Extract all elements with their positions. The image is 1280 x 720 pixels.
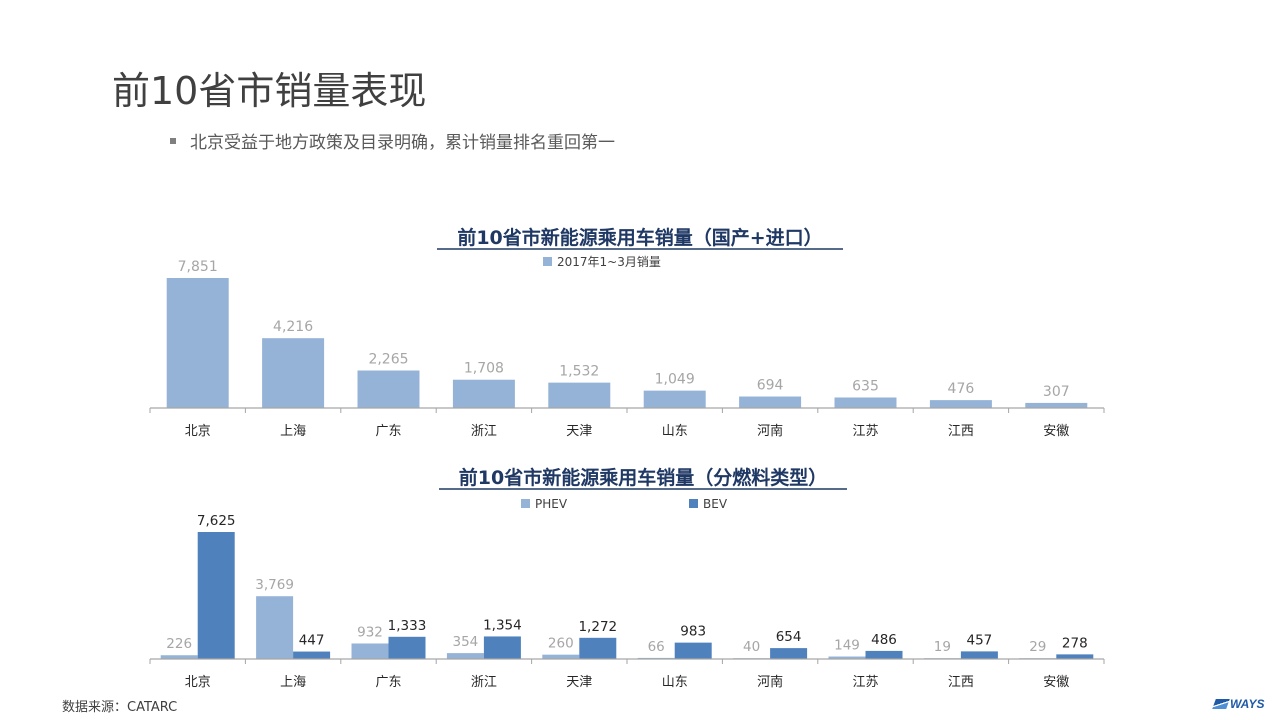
bullet-point: 北京受益于地方政策及目录明确，累计销量排名重回第一 (170, 128, 615, 153)
chart1-bar (357, 370, 420, 408)
chart1-data-label: 1,708 (464, 361, 504, 377)
chart2-data-label-phev: 226 (166, 636, 192, 652)
chart2-category-label: 广东 (375, 675, 401, 690)
chart2-legend-label-bev: BEV (703, 497, 728, 511)
chart2-category-label: 浙江 (471, 675, 497, 690)
chart2-category-label: 北京 (185, 675, 211, 690)
chart2-bar-phev (160, 655, 198, 659)
chart2-data-label-bev: 1,354 (483, 617, 522, 633)
chart2-bar-bev (293, 651, 331, 659)
chart2-data-label-phev: 260 (548, 636, 574, 652)
chart2-data-label-bev: 983 (680, 624, 706, 640)
chart1-bar (643, 390, 706, 408)
ways-logo-icon (1212, 699, 1230, 709)
chart1-category-label: 上海 (280, 424, 306, 439)
chart2-title: 前10省市新能源乘用车销量（分燃料类型） (459, 466, 827, 489)
ways-logo: WAYS (1212, 697, 1265, 711)
chart1-category-label: 山东 (662, 424, 688, 439)
chart2-bar-bev (960, 651, 998, 659)
chart2-bar-phev (256, 596, 294, 659)
chart1-data-label: 4,216 (273, 319, 313, 335)
chart2-category-label: 上海 (280, 675, 306, 690)
chart1-category-label: 北京 (185, 424, 211, 439)
chart2-category-label: 江苏 (852, 674, 878, 690)
chart1-data-label: 7,851 (178, 259, 218, 275)
chart2-data-label-bev: 1,333 (388, 618, 427, 634)
page-title: 前10省市销量表现 (112, 69, 427, 113)
chart1-legend-swatch (543, 257, 552, 266)
chart2-data-label-phev: 40 (743, 639, 760, 655)
chart2-bar-bev (674, 642, 712, 659)
chart1-bar (166, 278, 229, 408)
chart1-category-label: 浙江 (471, 424, 497, 439)
chart2-legend-swatch-phev (521, 499, 530, 508)
chart1-legend-label: 2017年1~3月销量 (557, 255, 661, 269)
bullet-square-icon (170, 137, 176, 144)
chart2-category-label: 河南 (757, 674, 783, 690)
chart1-bar (739, 396, 802, 408)
chart1-data-label: 635 (852, 378, 879, 394)
chart2-data-label-bev: 457 (967, 632, 993, 648)
chart2-data-label-phev: 29 (1029, 639, 1046, 655)
chart1-title: 前10省市新能源乘用车销量（国产+进口） (457, 226, 822, 249)
chart1-bar (834, 397, 897, 408)
chart1-bar (929, 400, 992, 408)
chart1-category-label: 安徽 (1043, 424, 1069, 439)
chart2-bar-bev (865, 650, 903, 659)
chart1-data-label: 694 (757, 378, 784, 394)
chart1-data-label: 1,049 (655, 372, 695, 388)
chart1-category-label: 广东 (375, 424, 401, 439)
chart1-data-label: 476 (948, 381, 975, 397)
chart1-data-label: 307 (1043, 384, 1070, 400)
chart2-bar-bev (197, 532, 235, 659)
chart2-legend-label-phev: PHEV (535, 497, 568, 511)
chart1-data-label: 1,532 (559, 364, 599, 380)
chart1-bar (548, 382, 611, 408)
chart2-bar-bev (388, 636, 426, 659)
chart2-data-label-phev: 149 (834, 638, 860, 654)
chart2-bar-phev (542, 654, 580, 659)
chart1-data-label: 2,265 (368, 351, 408, 367)
chart2-data-label-bev: 654 (776, 629, 802, 645)
chart2-data-label-bev: 7,625 (197, 513, 236, 529)
chart2-category-label: 山东 (662, 675, 688, 690)
bullet-text: 北京受益于地方政策及目录明确，累计销量排名重回第一 (190, 133, 615, 153)
chart2-bar-bev (770, 648, 808, 659)
chart2-data-label-bev: 278 (1062, 635, 1088, 651)
chart2-bar-phev (351, 643, 389, 659)
data-source: 数据来源：CATARC (62, 700, 178, 715)
chart2-bar-bev (1056, 654, 1094, 659)
chart1-category-label: 江苏 (852, 423, 878, 439)
chart1-bar (452, 379, 515, 408)
ways-logo-text: WAYS (1230, 697, 1265, 711)
chart2-bar-bev (483, 636, 521, 659)
chart1-category-label: 河南 (757, 423, 783, 439)
chart2-bar-phev (446, 653, 484, 659)
chart2-data-label-phev: 19 (934, 639, 951, 655)
chart2-data-label-phev: 354 (453, 634, 479, 650)
chart2-data-label-phev: 3,769 (255, 577, 294, 593)
chart2-category-label: 天津 (566, 675, 592, 690)
chart2-data-label-bev: 447 (299, 633, 325, 649)
chart1-category-label: 江西 (948, 424, 974, 439)
chart2-bar-phev (828, 656, 866, 659)
chart2-category-label: 江西 (948, 675, 974, 690)
chart2-data-label-phev: 932 (357, 624, 383, 640)
chart2-legend-swatch-bev (689, 499, 698, 508)
chart2-data-label-bev: 1,272 (578, 619, 617, 635)
chart1-category-label: 天津 (566, 424, 592, 439)
chart2-data-label-bev: 486 (871, 632, 897, 648)
chart2-bar-bev (579, 637, 617, 659)
chart1-bar (262, 338, 325, 408)
chart1-bar (1025, 402, 1088, 408)
chart2-category-label: 安徽 (1043, 675, 1069, 690)
chart2-data-label-phev: 66 (648, 639, 665, 655)
